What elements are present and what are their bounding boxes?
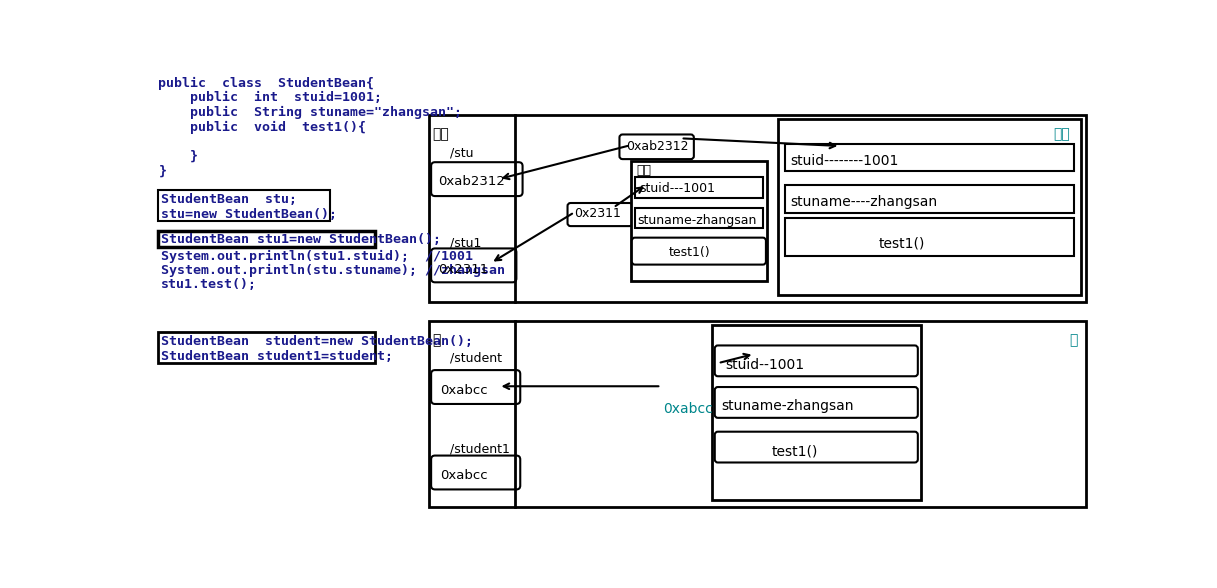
Text: 引用: 引用 bbox=[636, 163, 651, 177]
FancyBboxPatch shape bbox=[632, 238, 765, 265]
Text: stuname----zhangsan: stuname----zhangsan bbox=[790, 195, 937, 209]
Text: StudentBean  stu;: StudentBean stu; bbox=[162, 193, 297, 206]
Text: public  int  stuid=1001;: public int stuid=1001; bbox=[158, 91, 382, 105]
Text: /student1: /student1 bbox=[450, 442, 510, 456]
Text: 堆区: 堆区 bbox=[1054, 128, 1070, 142]
Text: }: } bbox=[158, 165, 167, 178]
Text: 0xabcc: 0xabcc bbox=[439, 469, 487, 482]
Text: System.out.println(stu.stuname); //zhangsan: System.out.println(stu.stuname); //zhang… bbox=[161, 264, 505, 277]
Text: test1(): test1() bbox=[668, 246, 710, 259]
FancyBboxPatch shape bbox=[158, 190, 330, 220]
Text: stuid---1001: stuid---1001 bbox=[639, 182, 714, 195]
Text: }: } bbox=[158, 150, 198, 163]
Text: public  String stuname="zhangsan";: public String stuname="zhangsan"; bbox=[158, 106, 462, 119]
FancyBboxPatch shape bbox=[714, 432, 918, 463]
FancyBboxPatch shape bbox=[428, 115, 1086, 302]
FancyBboxPatch shape bbox=[785, 185, 1075, 213]
FancyBboxPatch shape bbox=[567, 203, 633, 226]
Text: test1(): test1() bbox=[772, 444, 819, 458]
FancyBboxPatch shape bbox=[785, 218, 1075, 256]
Text: stuname-zhangsan: stuname-zhangsan bbox=[720, 399, 853, 413]
Text: public  void  test1(){: public void test1(){ bbox=[158, 121, 366, 133]
Text: System.out.println(stu1.stuid);  //1001: System.out.println(stu1.stuid); //1001 bbox=[161, 250, 472, 263]
FancyBboxPatch shape bbox=[158, 230, 375, 247]
Text: 0x2311: 0x2311 bbox=[438, 263, 488, 276]
FancyBboxPatch shape bbox=[619, 135, 694, 159]
Text: test1(): test1() bbox=[879, 236, 925, 250]
FancyBboxPatch shape bbox=[428, 321, 1086, 507]
Text: StudentBean student1=student;: StudentBean student1=student; bbox=[162, 350, 393, 363]
FancyBboxPatch shape bbox=[779, 119, 1081, 295]
Text: 0xabcc: 0xabcc bbox=[663, 402, 713, 416]
FancyBboxPatch shape bbox=[635, 208, 763, 228]
FancyBboxPatch shape bbox=[431, 456, 520, 489]
Text: 栈: 栈 bbox=[433, 333, 441, 347]
FancyBboxPatch shape bbox=[158, 332, 375, 363]
Text: /student: /student bbox=[450, 352, 503, 365]
FancyBboxPatch shape bbox=[635, 177, 763, 198]
FancyBboxPatch shape bbox=[714, 387, 918, 418]
Text: stuid--------1001: stuid--------1001 bbox=[790, 153, 898, 168]
Text: 0xabcc: 0xabcc bbox=[439, 384, 487, 397]
Text: stu1.test();: stu1.test(); bbox=[161, 278, 257, 290]
Text: 堆: 堆 bbox=[1069, 333, 1077, 347]
FancyBboxPatch shape bbox=[785, 143, 1075, 172]
Text: StudentBean stu1=new StudentBean();: StudentBean stu1=new StudentBean(); bbox=[161, 233, 441, 246]
Text: 0xab2312: 0xab2312 bbox=[438, 175, 505, 188]
Text: stu=new StudentBean();: stu=new StudentBean(); bbox=[162, 208, 337, 220]
FancyBboxPatch shape bbox=[431, 162, 522, 196]
FancyBboxPatch shape bbox=[431, 370, 520, 404]
FancyBboxPatch shape bbox=[712, 325, 921, 500]
FancyBboxPatch shape bbox=[714, 346, 918, 376]
Text: 0x2311: 0x2311 bbox=[573, 207, 621, 220]
Text: stuid--1001: stuid--1001 bbox=[725, 358, 804, 372]
Text: StudentBean  student=new StudentBean();: StudentBean student=new StudentBean(); bbox=[162, 335, 473, 349]
Text: stuname-zhangsan: stuname-zhangsan bbox=[638, 214, 757, 227]
FancyBboxPatch shape bbox=[431, 248, 516, 282]
Text: /stu: /stu bbox=[450, 146, 473, 159]
Text: /stu1: /stu1 bbox=[450, 237, 482, 250]
FancyBboxPatch shape bbox=[632, 162, 767, 281]
Text: 栈区: 栈区 bbox=[433, 128, 449, 142]
Text: 0xab2312: 0xab2312 bbox=[626, 140, 688, 153]
Text: public  class  StudentBean{: public class StudentBean{ bbox=[158, 76, 375, 90]
